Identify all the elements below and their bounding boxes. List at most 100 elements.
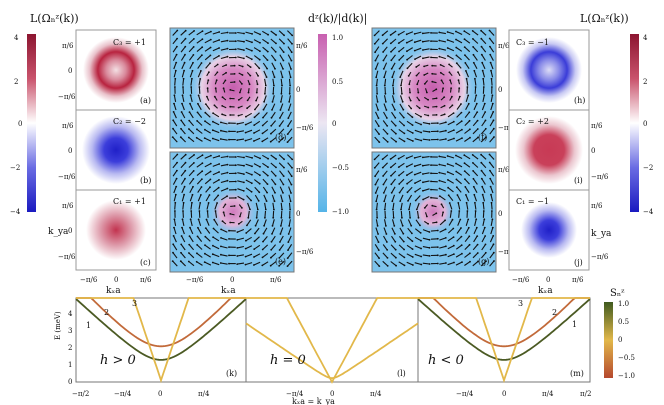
vector-arrow [481, 186, 486, 194]
vector-arrow [490, 194, 494, 202]
vector-arrow [422, 138, 430, 141]
vector-arrow [481, 120, 486, 127]
svg-text:0: 0 [68, 147, 72, 155]
vector-arrow [406, 261, 414, 266]
vector-arrow [465, 70, 470, 78]
vector-arrow [188, 128, 195, 135]
vector-arrow [247, 202, 251, 210]
vector-arrow [237, 56, 245, 59]
vector-arrow [253, 31, 261, 35]
vector-arrow [472, 136, 479, 143]
vector-arrow [173, 103, 177, 111]
vector-arrow [489, 162, 495, 169]
vector-arrow [196, 120, 203, 126]
vector-arrow [398, 30, 405, 36]
vector-arrow [287, 170, 293, 177]
vector-arrow [489, 235, 494, 243]
vector-arrow [406, 253, 414, 258]
vector-arrow [414, 228, 422, 234]
vector-arrow [490, 227, 494, 235]
tag-l: (l) [397, 369, 406, 378]
vector-arrow [447, 253, 455, 258]
vector-arrow [196, 137, 203, 142]
svg-text:−π/6: −π/6 [80, 276, 98, 284]
vector-arrow [204, 261, 212, 266]
vector-arrow [414, 112, 422, 118]
ky-label-left: k_ya [48, 227, 69, 237]
vector-arrow [172, 38, 178, 45]
vector-arrow [382, 120, 388, 127]
svg-text:1: 1 [68, 361, 72, 369]
vector-arrow [439, 180, 446, 184]
vector-arrow [263, 70, 268, 78]
vector-arrow [439, 187, 446, 192]
vector-arrow [255, 202, 259, 210]
vector-arrow [253, 179, 261, 185]
vector-arrow [422, 130, 430, 133]
vector-arrow [489, 120, 494, 127]
vector-arrow [172, 162, 178, 169]
vector-arrow [196, 38, 203, 44]
vector-arrow [172, 170, 178, 177]
vector-arrow [391, 227, 396, 235]
vector-arrow [406, 47, 413, 52]
vector-arrow [279, 54, 284, 61]
band-m-1 [417, 298, 591, 361]
vector-arrow [464, 128, 471, 134]
vector-arrow [237, 138, 245, 141]
vector-arrow [204, 155, 212, 159]
vector-arrow [448, 194, 454, 202]
svg-text:0.5: 0.5 [332, 78, 343, 86]
vector-arrow [188, 120, 195, 127]
vector-arrow [399, 103, 404, 110]
vector-arrow [376, 78, 378, 86]
vector-arrow [481, 103, 486, 111]
vector-arrow [374, 54, 380, 61]
vector-arrow [482, 202, 485, 210]
vector-arrow [447, 163, 455, 167]
vector-arrow [400, 78, 403, 86]
vector-arrow [181, 62, 186, 70]
vector-arrow [473, 194, 478, 202]
vector-arrow [237, 48, 245, 51]
vector-arrow [374, 260, 380, 267]
vector-arrow [198, 219, 202, 226]
vector-arrow [375, 62, 379, 70]
chern-a: C₃ = +1 [113, 38, 146, 47]
vector-arrow [439, 219, 446, 226]
vector-arrow [407, 227, 413, 234]
vector-arrow [400, 86, 403, 94]
vector-arrow [237, 130, 244, 133]
vector-arrow [254, 194, 260, 202]
vector-arrow [270, 38, 277, 44]
vector-arrow [489, 252, 495, 259]
vector-arrow [382, 178, 388, 185]
band-k-2: 2 [104, 308, 109, 317]
vector-arrow [262, 154, 269, 160]
vector-arrow [198, 78, 201, 86]
vector-arrow [197, 103, 202, 111]
vector-arrow [422, 229, 430, 233]
vector-arrow [481, 170, 487, 177]
vector-arrow [220, 180, 228, 184]
vector-arrow [212, 236, 220, 242]
vector-arrow [399, 194, 404, 202]
vector-arrow [245, 245, 253, 250]
vector-arrow [406, 129, 414, 134]
vector-arrow [181, 95, 185, 103]
vector-arrow [204, 120, 211, 126]
vector-arrow [456, 227, 462, 234]
vector-arrow [237, 172, 245, 175]
vector-arrow [287, 120, 293, 127]
berry-disc-b [82, 116, 150, 184]
vector-arrow [197, 186, 202, 193]
vector-arrow [270, 154, 277, 160]
vector-arrow [237, 262, 245, 265]
vector-arrow [254, 186, 260, 193]
vector-arrow [414, 47, 422, 52]
vector-arrow [383, 194, 387, 202]
vector-arrow [439, 237, 446, 241]
vector-arrow [375, 227, 379, 235]
vector-arrow [270, 137, 277, 143]
vector-arrow [447, 31, 455, 35]
